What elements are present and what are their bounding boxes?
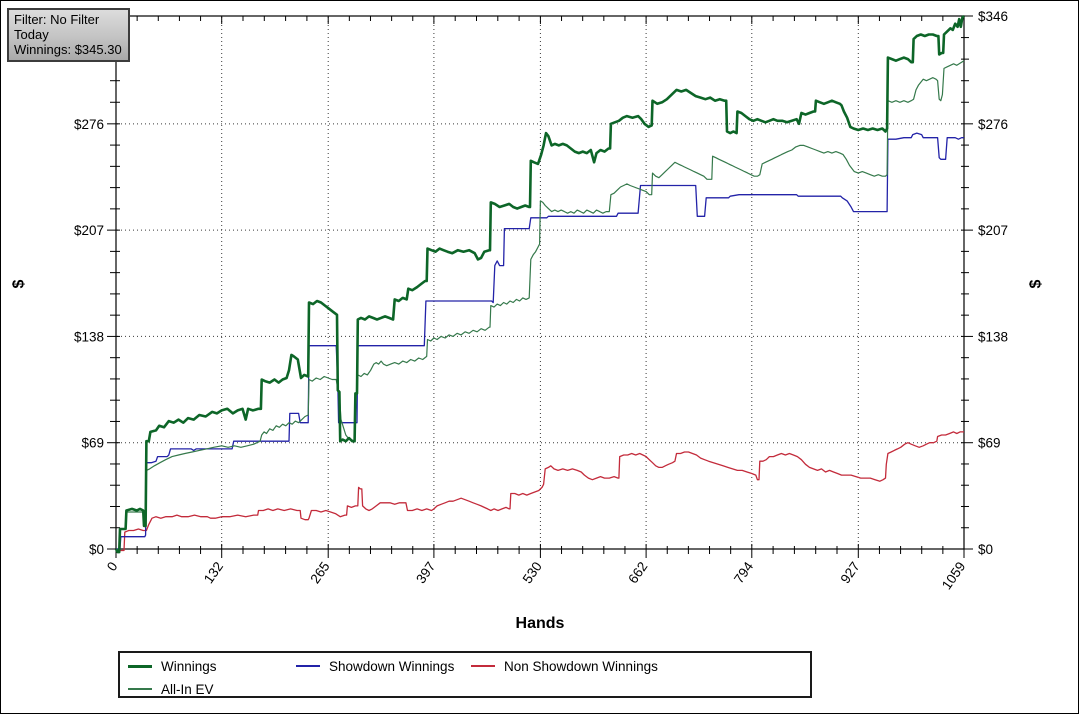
legend-item-all-in-ev: All-In EV xyxy=(128,678,214,700)
y-tick-label-left: $69 xyxy=(81,436,104,451)
non-showdown-winnings-line-swatch xyxy=(471,665,495,667)
winnings-line-swatch xyxy=(128,664,152,668)
series-line-showdown-winnings xyxy=(116,132,964,550)
legend-item-non-showdown-winnings: Non Showdown Winnings xyxy=(471,655,658,677)
x-tick-label: 530 xyxy=(520,559,545,586)
y-tick-label-right: $0 xyxy=(978,542,993,557)
y-tick-label-left: $0 xyxy=(89,542,104,557)
legend-box: Winnings Showdown Winnings Non Showdown … xyxy=(118,651,812,698)
legend-item-winnings: Winnings xyxy=(128,655,217,677)
y-axis-title-left: $ xyxy=(10,279,28,289)
legend-label-winnings: Winnings xyxy=(161,658,217,674)
filter-info-line-2: Today xyxy=(14,27,49,42)
y-tick-label-right: $207 xyxy=(978,223,1008,238)
y-tick-label-right: $276 xyxy=(978,117,1008,132)
series-line-non-showdown-winnings xyxy=(115,431,964,552)
filter-info-line-3: Winnings: $345.30 xyxy=(14,42,122,57)
y-tick-label-right: $346 xyxy=(978,9,1008,24)
legend-label-non-showdown-winnings: Non Showdown Winnings xyxy=(504,658,658,674)
y-tick-label-right: $138 xyxy=(978,329,1008,344)
legend-item-showdown-winnings: Showdown Winnings xyxy=(296,655,454,677)
series-line-winnings xyxy=(114,15,965,554)
x-tick-label: 662 xyxy=(625,559,650,586)
legend-label-all-in-ev: All-In EV xyxy=(161,681,214,697)
x-tick-label: 132 xyxy=(201,559,226,586)
legend-label-showdown-winnings: Showdown Winnings xyxy=(329,658,455,674)
x-tick-label: 1059 xyxy=(939,559,969,592)
x-axis-title: Hands xyxy=(515,615,565,632)
filter-info-line-1: Filter: No Filter xyxy=(14,12,100,27)
x-tick-label: 927 xyxy=(838,559,863,586)
filter-info-box: Filter: No Filter Today Winnings: $345.3… xyxy=(7,8,130,62)
showdown-winnings-line-swatch xyxy=(296,665,320,667)
x-tick-label: 0 xyxy=(104,559,121,574)
x-tick-label: 794 xyxy=(731,559,756,586)
y-tick-label-left: $207 xyxy=(74,223,104,238)
x-tick-label: 265 xyxy=(307,559,332,586)
all-in-ev-line-swatch xyxy=(128,688,152,690)
x-tick-label: 397 xyxy=(413,559,438,586)
y-tick-label-left: $138 xyxy=(74,329,104,344)
y-tick-label-left: $276 xyxy=(74,117,104,132)
y-tick-label-right: $69 xyxy=(978,436,1001,451)
y-axis-title-right: $ xyxy=(1027,279,1045,289)
series-line-all-in-ev xyxy=(115,60,965,553)
